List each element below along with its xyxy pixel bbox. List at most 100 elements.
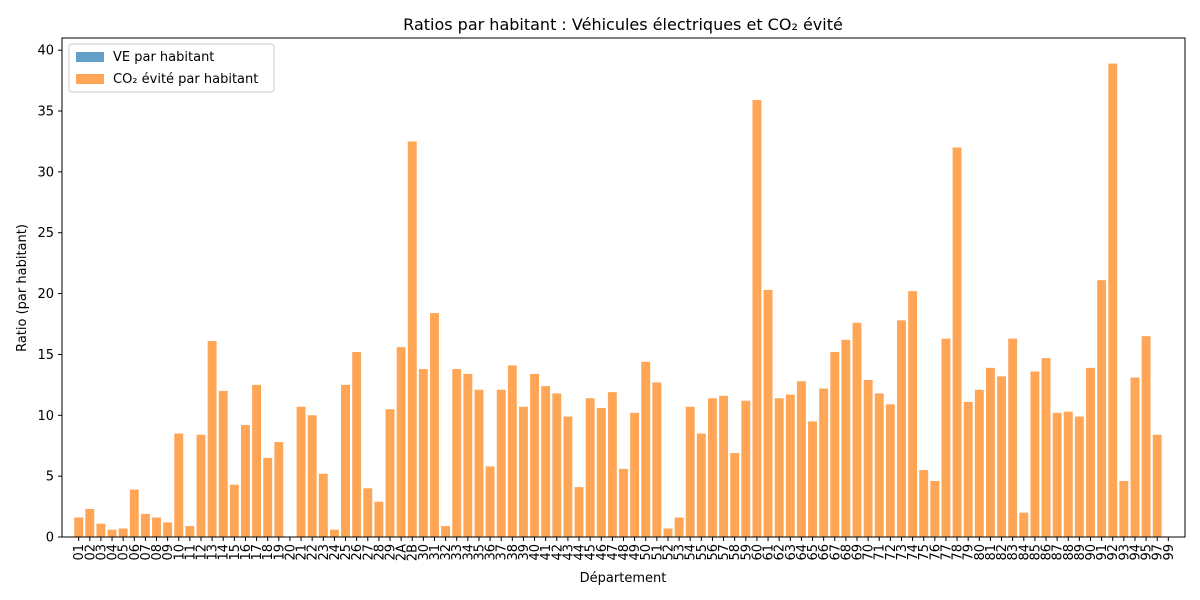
x-tick-label-32: 32 xyxy=(439,544,454,561)
bar-series1-43 xyxy=(563,416,573,537)
x-tick-label-19: 19 xyxy=(272,544,287,561)
bar-series1-62 xyxy=(774,398,784,537)
bar-series1-30 xyxy=(418,369,428,537)
x-tick-label-37: 37 xyxy=(495,544,510,561)
bar-series1-80 xyxy=(974,389,984,537)
bar-series1-17 xyxy=(252,384,262,537)
bar-series1-78 xyxy=(952,147,962,538)
x-tick-label-76: 76 xyxy=(928,544,943,561)
bar-series1-27 xyxy=(363,488,373,537)
legend-box xyxy=(68,43,275,93)
x-tick-label-73: 73 xyxy=(895,544,910,561)
y-tick-label-35: 35 xyxy=(37,105,54,120)
x-tick-label-01: 01 xyxy=(72,544,87,561)
x-tick-label-61: 61 xyxy=(762,544,777,561)
bar-series1-69 xyxy=(852,322,862,537)
bar-series1-09 xyxy=(163,522,173,537)
bar-series1-24 xyxy=(329,529,339,537)
bar-series1-79 xyxy=(963,401,973,537)
bar-series1-61 xyxy=(763,289,773,537)
bar-series1-89 xyxy=(1074,416,1084,537)
bar-series1-50 xyxy=(641,361,651,537)
bar-series1-16 xyxy=(241,425,250,537)
x-tick-label-20: 20 xyxy=(283,544,298,561)
bar-series1-32 xyxy=(441,526,451,537)
bar-series1-65 xyxy=(808,421,817,537)
x-tick-label-68: 68 xyxy=(839,544,854,561)
y-tick-label-10: 10 xyxy=(37,409,54,424)
x-tick-label-79: 79 xyxy=(962,544,977,561)
y-tick-label-5: 5 xyxy=(46,470,54,485)
x-tick-label-52: 52 xyxy=(661,544,676,561)
x-tick-label-78: 78 xyxy=(951,544,966,561)
legend-swatch-0 xyxy=(76,52,104,62)
bar-series1-58 xyxy=(730,453,740,537)
bar-series1-77 xyxy=(941,338,951,537)
x-tick-label-25: 25 xyxy=(339,544,354,561)
bar-series1-83 xyxy=(1008,338,1018,537)
x-tick-label-15: 15 xyxy=(228,544,243,561)
bar-series1-64 xyxy=(796,381,806,537)
y-tick-label-30: 30 xyxy=(37,165,54,180)
x-tick-label-92: 92 xyxy=(1106,544,1121,561)
bar-series1-81 xyxy=(985,367,995,537)
x-tick-label-03: 03 xyxy=(94,544,109,561)
bar-series1-36 xyxy=(485,466,495,537)
x-tick-label-29: 29 xyxy=(384,544,399,561)
bar-series1-51 xyxy=(652,382,662,537)
bar-series1-37 xyxy=(496,389,506,537)
bar-series1-04 xyxy=(107,529,117,537)
bar-series1-31 xyxy=(430,313,439,537)
y-tick-label-0: 0 xyxy=(46,531,54,546)
legend-label-1: CO₂ évité par habitant xyxy=(113,72,258,87)
bar-series1-42 xyxy=(552,393,562,537)
bar-series1-71 xyxy=(874,393,884,537)
bar-series1-49 xyxy=(630,412,640,537)
y-tick-label-40: 40 xyxy=(37,44,54,59)
x-tick-label-86: 86 xyxy=(1040,544,1055,561)
x-tick-label-40: 40 xyxy=(528,544,543,561)
x-tick-label-91: 91 xyxy=(1095,544,1110,561)
x-tick-label-54: 54 xyxy=(684,544,699,561)
x-tick-label-71: 71 xyxy=(873,544,888,561)
x-tick-label-57: 57 xyxy=(717,544,732,561)
y-tick-label-25: 25 xyxy=(37,226,54,241)
x-tick-label-38: 38 xyxy=(506,544,521,561)
x-tick-label-13: 13 xyxy=(206,544,221,561)
bar-series1-87 xyxy=(1052,412,1062,537)
x-tick-label-18: 18 xyxy=(261,544,276,561)
x-tick-label-44: 44 xyxy=(573,544,588,561)
x-tick-label-08: 08 xyxy=(150,544,165,561)
bar-series1-68 xyxy=(841,339,851,537)
bar-series1-94 xyxy=(1130,377,1140,537)
bar-series1-70 xyxy=(863,380,873,537)
bar-series1-48 xyxy=(619,468,628,537)
x-tick-label-22: 22 xyxy=(306,544,321,561)
x-tick-label-55: 55 xyxy=(695,544,710,561)
x-tick-label-66: 66 xyxy=(817,544,832,561)
x-tick-label-17: 17 xyxy=(250,544,265,561)
bar-series1-84 xyxy=(1019,512,1029,537)
bar-series1-91 xyxy=(1097,280,1107,537)
bar-series1-97 xyxy=(1152,434,1162,537)
x-tick-label-31: 31 xyxy=(428,544,443,561)
x-tick-label-56: 56 xyxy=(706,544,721,561)
bar-series1-93 xyxy=(1119,481,1129,537)
x-tick-label-93: 93 xyxy=(1117,544,1132,561)
bar-series1-55 xyxy=(696,433,706,537)
x-tick-label-34: 34 xyxy=(461,544,476,561)
x-tick-label-2B: 2B xyxy=(406,544,421,561)
bar-series1-02 xyxy=(85,509,95,537)
x-tick-label-35: 35 xyxy=(472,544,487,561)
bar-series1-52 xyxy=(663,528,673,537)
x-tick-label-47: 47 xyxy=(606,544,621,561)
x-tick-label-59: 59 xyxy=(739,544,754,561)
bar-series1-35 xyxy=(474,389,484,537)
x-tick-label-64: 64 xyxy=(795,544,810,561)
bar-series1-41 xyxy=(541,386,551,537)
bar-series1-63 xyxy=(785,394,795,537)
x-tick-label-95: 95 xyxy=(1140,544,1155,561)
x-tick-label-87: 87 xyxy=(1051,544,1066,561)
bar-series1-47 xyxy=(607,392,617,537)
